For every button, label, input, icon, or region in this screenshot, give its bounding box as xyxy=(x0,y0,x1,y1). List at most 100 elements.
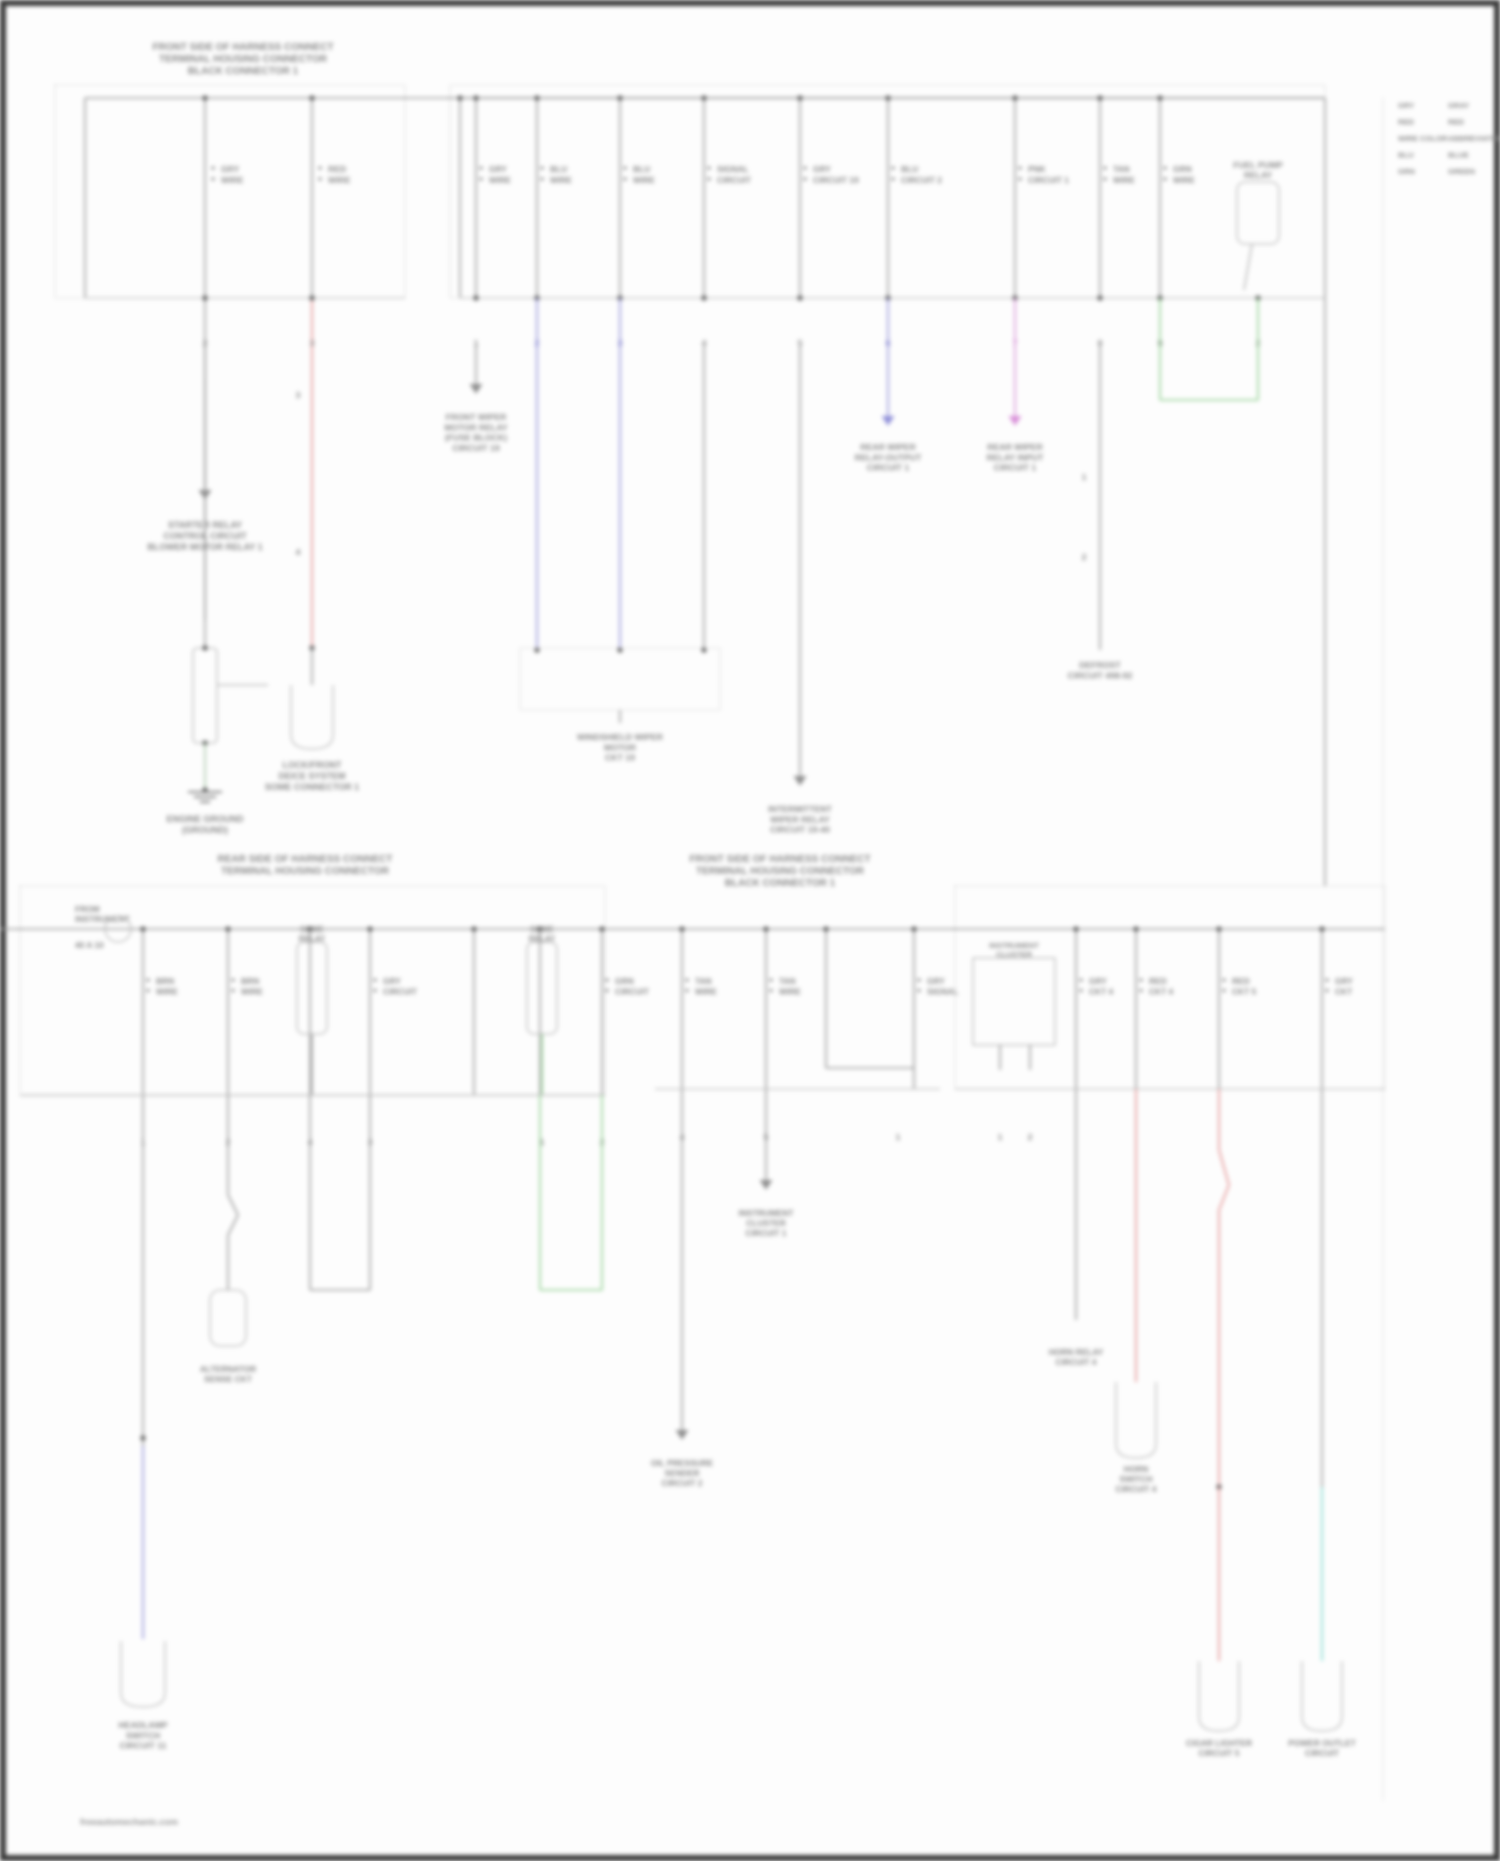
svg-text:2: 2 xyxy=(1082,552,1087,562)
svg-text:WIRE: WIRE xyxy=(241,987,263,997)
svg-text:GRN: GRN xyxy=(1173,164,1192,174)
svg-text:SOME: SOME xyxy=(530,925,554,934)
svg-text:CIRCUIT 2: CIRCUIT 2 xyxy=(662,1478,703,1488)
svg-text:CIRCUIT: CIRCUIT xyxy=(383,987,418,997)
svg-text:SIGNAL: SIGNAL xyxy=(717,164,749,174)
svg-text:1: 1 xyxy=(1082,472,1087,482)
svg-text:2: 2 xyxy=(535,338,540,348)
svg-text:CIRCUIT 4: CIRCUIT 4 xyxy=(1116,1484,1157,1494)
svg-text:TERMINAL HOUSING CONNECTOR: TERMINAL HOUSING CONNECTOR xyxy=(159,54,328,65)
svg-text:WIRE: WIRE xyxy=(779,987,801,997)
svg-text:REAR WIPER: REAR WIPER xyxy=(860,442,916,452)
svg-text:MOTOR: MOTOR xyxy=(604,742,637,752)
svg-text:CIRCUIT 5: CIRCUIT 5 xyxy=(1199,1748,1240,1758)
svg-text:(GROUND): (GROUND) xyxy=(182,825,228,835)
svg-text:TAN: TAN xyxy=(1113,164,1130,174)
svg-text:6: 6 xyxy=(886,338,891,348)
svg-text:freeautomechanic.com: freeautomechanic.com xyxy=(80,1817,178,1827)
svg-text:RELAY INPUT: RELAY INPUT xyxy=(987,452,1045,462)
svg-text:FROM: FROM xyxy=(75,904,100,914)
svg-text:CIRCUIT 1: CIRCUIT 1 xyxy=(1028,175,1069,185)
svg-text:DEFROST: DEFROST xyxy=(1079,660,1121,670)
svg-text:CIRCUIT 1: CIRCUIT 1 xyxy=(994,463,1037,473)
svg-text:RELAY: RELAY xyxy=(1244,170,1273,180)
svg-text:BLACK CONNECTOR 1: BLACK CONNECTOR 1 xyxy=(725,878,836,889)
svg-text:TAN: TAN xyxy=(779,976,796,986)
svg-text:WIRE: WIRE xyxy=(156,987,178,997)
svg-text:BLU: BLU xyxy=(901,164,918,174)
svg-text:1: 1 xyxy=(896,1132,901,1142)
svg-text:WIRE: WIRE xyxy=(633,175,655,185)
svg-text:RELAY-OUTPUT: RELAY-OUTPUT xyxy=(855,452,922,462)
svg-text:4: 4 xyxy=(296,547,301,557)
svg-text:SENSE CKT: SENSE CKT xyxy=(204,1374,253,1384)
svg-text:CKT 4: CKT 4 xyxy=(1089,987,1114,997)
svg-text:RELAY: RELAY xyxy=(299,935,326,944)
svg-text:WIRE: WIRE xyxy=(695,987,717,997)
svg-text:GRY: GRY xyxy=(927,976,945,986)
svg-text:GREEN: GREEN xyxy=(1448,167,1475,176)
svg-text:CKT 19: CKT 19 xyxy=(605,753,635,763)
svg-text:BLU: BLU xyxy=(550,164,567,174)
svg-text:SOME CONNECTOR 1: SOME CONNECTOR 1 xyxy=(265,782,359,792)
svg-text:HEADLAMP: HEADLAMP xyxy=(118,1720,167,1730)
svg-text:BLU: BLU xyxy=(633,164,650,174)
svg-text:CIRCUIT 11: CIRCUIT 11 xyxy=(120,1741,167,1751)
svg-text:CLUSTER: CLUSTER xyxy=(996,950,1032,959)
svg-text:WIRE COLOR: WIRE COLOR xyxy=(1398,134,1448,143)
svg-text:FRONT WIPER: FRONT WIPER xyxy=(446,412,508,422)
svg-text:OIL PRESSURE: OIL PRESSURE xyxy=(651,1458,714,1468)
svg-text:SENDER: SENDER xyxy=(665,1468,700,1478)
svg-text:WIPER RELAY: WIPER RELAY xyxy=(770,814,830,824)
svg-text:7: 7 xyxy=(1013,338,1018,348)
svg-text:(FUSE BLOCK): (FUSE BLOCK) xyxy=(445,433,507,443)
svg-text:FRONT SIDE OF HARNESS CONNECT: FRONT SIDE OF HARNESS CONNECT xyxy=(152,42,333,53)
svg-text:CIRCUIT 19-40: CIRCUIT 19-40 xyxy=(770,825,830,835)
svg-text:RED: RED xyxy=(1398,118,1415,127)
svg-text:WIRE: WIRE xyxy=(328,175,351,185)
svg-text:INTERMITTENT: INTERMITTENT xyxy=(768,804,832,814)
svg-text:MOTOR RELAY: MOTOR RELAY xyxy=(444,422,507,432)
svg-text:GRY: GRY xyxy=(1398,101,1414,110)
svg-text:WINDSHIELD WIPER: WINDSHIELD WIPER xyxy=(577,732,664,742)
svg-text:CIRCUIT: CIRCUIT xyxy=(1305,1748,1340,1758)
svg-text:SIGNAL: SIGNAL xyxy=(927,987,959,997)
svg-text:RED: RED xyxy=(1448,118,1465,127)
svg-text:CIRCUIT 2: CIRCUIT 2 xyxy=(901,175,942,185)
svg-text:TERMINAL HOUSING CONNECTOR: TERMINAL HOUSING CONNECTOR xyxy=(696,866,865,877)
svg-text:WIRE: WIRE xyxy=(550,175,572,185)
svg-text:CLUSTER: CLUSTER xyxy=(746,1218,786,1228)
svg-text:TAN: TAN xyxy=(695,976,712,986)
svg-text:CIRCUIT 19: CIRCUIT 19 xyxy=(813,175,859,185)
svg-text:RED: RED xyxy=(1149,976,1167,986)
svg-text:CKT 5: CKT 5 xyxy=(1232,987,1257,997)
svg-text:INSTRUMENT: INSTRUMENT xyxy=(739,1208,795,1218)
svg-text:FUEL PUMP: FUEL PUMP xyxy=(1233,160,1283,170)
svg-text:SWITCH: SWITCH xyxy=(126,1730,160,1740)
svg-text:CIRCUIT 1: CIRCUIT 1 xyxy=(746,1228,787,1238)
svg-text:BLUE: BLUE xyxy=(1448,151,1469,160)
svg-text:SWITCH: SWITCH xyxy=(1119,1474,1152,1484)
svg-text:GRY: GRY xyxy=(813,164,831,174)
svg-text:WIRE: WIRE xyxy=(1173,175,1195,185)
svg-text:40 A 10: 40 A 10 xyxy=(75,940,104,950)
svg-text:HORN RELAY: HORN RELAY xyxy=(1049,1347,1104,1357)
svg-text:CIRCUIT: CIRCUIT xyxy=(717,175,752,185)
svg-text:RED: RED xyxy=(1232,976,1250,986)
svg-text:LOCK/FRONT: LOCK/FRONT xyxy=(283,760,342,770)
svg-text:WIRE: WIRE xyxy=(221,175,244,185)
svg-text:BLU: BLU xyxy=(1398,151,1414,160)
svg-text:GRY: GRY xyxy=(1335,976,1353,986)
svg-text:RELAY: RELAY xyxy=(529,935,556,944)
svg-text:PNK: PNK xyxy=(1028,164,1046,174)
svg-text:HORN: HORN xyxy=(1124,1464,1149,1474)
svg-text:GRN: GRN xyxy=(615,976,634,986)
svg-text:ABBREVIATIONS: ABBREVIATIONS xyxy=(1448,134,1500,143)
svg-text:GRY: GRY xyxy=(221,164,240,174)
svg-text:POWER OUTLET: POWER OUTLET xyxy=(1288,1738,1356,1748)
svg-text:FRONT SIDE OF HARNESS CONNECT: FRONT SIDE OF HARNESS CONNECT xyxy=(689,854,870,865)
svg-text:CIRCUIT: CIRCUIT xyxy=(615,987,650,997)
svg-text:SOME: SOME xyxy=(300,925,324,934)
svg-text:BLACK CONNECTOR 1: BLACK CONNECTOR 1 xyxy=(188,66,299,77)
svg-text:TERMINAL HOUSING CONNECTOR: TERMINAL HOUSING CONNECTOR xyxy=(221,866,390,877)
